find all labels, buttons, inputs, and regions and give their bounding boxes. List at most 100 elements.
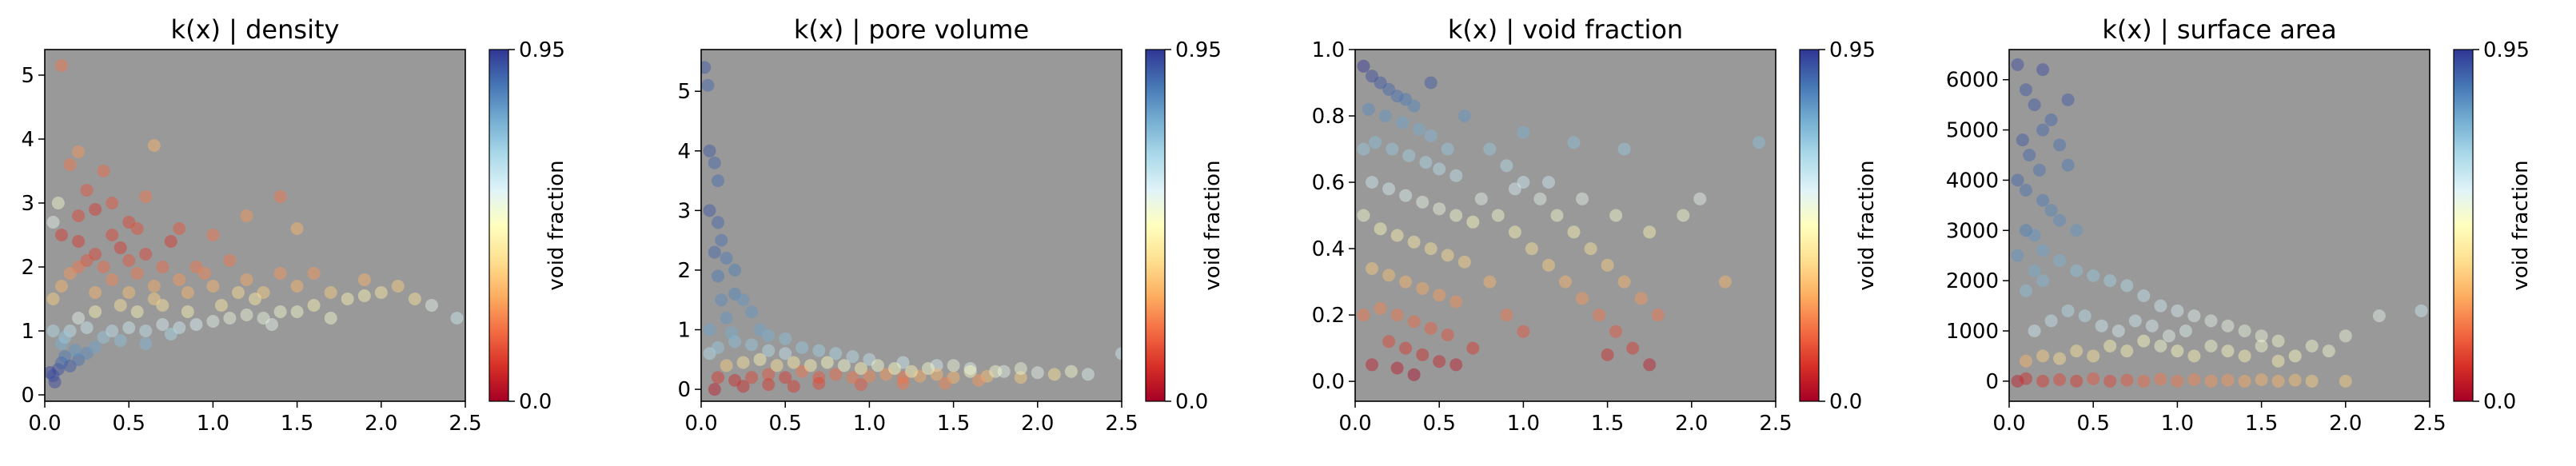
data-point	[97, 331, 110, 344]
data-point	[712, 341, 724, 354]
y-tick-label: 1	[677, 319, 691, 343]
scatter-panel-4: k(x) | surface area 0.0 0.5 1.0 1.5 2.0 2.5 0 10…	[1946, 14, 2533, 436]
data-point	[1559, 275, 1572, 289]
data-point	[779, 347, 792, 360]
data-point	[72, 145, 86, 158]
data-point	[1483, 275, 1497, 289]
data-point	[1542, 176, 1555, 189]
data-point	[1424, 129, 1438, 142]
data-point	[787, 380, 800, 393]
data-point	[871, 359, 884, 372]
data-point	[63, 267, 77, 280]
data-point	[1424, 76, 1438, 90]
data-point	[989, 364, 1003, 378]
data-point	[720, 359, 733, 372]
data-point	[206, 315, 220, 328]
data-point	[89, 286, 102, 299]
data-point	[2128, 314, 2142, 328]
data-point	[2078, 309, 2092, 323]
data-point	[2036, 274, 2050, 288]
data-point	[1491, 209, 1505, 222]
points-layer	[2011, 58, 2428, 388]
data-point	[829, 368, 843, 381]
panel-title: k(x) | surface area	[2102, 14, 2336, 45]
data-point	[2162, 329, 2175, 343]
data-point	[1433, 355, 1446, 368]
data-point	[762, 378, 776, 392]
data-point	[2036, 349, 2050, 363]
data-point	[2103, 339, 2117, 352]
data-point	[45, 366, 57, 379]
data-point	[1517, 125, 1530, 139]
data-point	[1517, 325, 1530, 338]
data-point	[2305, 339, 2319, 352]
data-point	[2187, 349, 2201, 363]
data-point	[1424, 321, 1438, 335]
y-tick-label: 3000	[1946, 219, 1999, 243]
colorbar-tick-label: 0.95	[1175, 38, 1222, 62]
data-point	[1374, 222, 1387, 236]
scatter-panel-1: k(x) | density 0.0 0.5 1.0 1.5 2.0 2.5 0 1 2 3 4 5 0.…	[21, 14, 568, 436]
data-point	[1424, 242, 1438, 256]
data-point	[1374, 76, 1387, 90]
data-point	[374, 286, 388, 299]
plot-frame	[700, 49, 1123, 402]
data-point	[1457, 255, 1471, 269]
data-point	[2103, 374, 2117, 388]
data-point	[2036, 244, 2050, 257]
data-point	[46, 216, 60, 229]
data-point	[164, 235, 177, 248]
data-point	[1390, 90, 1404, 103]
data-point	[1457, 110, 1471, 122]
data-point	[1014, 371, 1027, 384]
data-point	[2137, 289, 2151, 302]
data-point	[930, 359, 943, 372]
data-point	[2036, 63, 2050, 77]
data-point	[1576, 192, 1589, 205]
data-point	[2036, 123, 2050, 137]
data-point	[2305, 374, 2319, 388]
data-point	[89, 248, 102, 261]
data-point	[173, 222, 186, 235]
data-point	[324, 312, 337, 325]
plot-area	[2009, 50, 2430, 401]
data-point	[1014, 362, 1027, 375]
data-point	[1399, 93, 1413, 106]
data-point	[173, 273, 186, 286]
data-point	[2053, 373, 2067, 386]
colorbar-tick-label: 0.95	[2483, 38, 2530, 62]
x-tick-label: 1.5	[937, 412, 970, 436]
data-point	[1357, 209, 1370, 222]
data-point	[2087, 269, 2100, 282]
data-point	[58, 350, 72, 363]
data-point	[2154, 299, 2167, 313]
data-point	[408, 293, 421, 305]
y-tick-label: 1000	[1946, 320, 1999, 344]
data-point	[1634, 292, 1648, 305]
data-point	[1643, 225, 1657, 239]
data-point	[913, 369, 927, 383]
data-point	[896, 371, 910, 384]
data-point	[164, 328, 177, 341]
data-point	[139, 248, 153, 261]
data-point	[2120, 373, 2134, 387]
data-point	[189, 318, 203, 331]
data-point	[249, 293, 261, 305]
data-point	[1402, 149, 1416, 162]
data-point	[223, 312, 237, 325]
data-point	[425, 299, 438, 312]
data-point	[2053, 138, 2067, 152]
data-point	[265, 318, 278, 331]
data-point	[2011, 249, 2024, 262]
y-tick-label: 4	[21, 128, 34, 152]
data-point	[980, 369, 994, 383]
y-tick-label: 0.8	[1312, 105, 1345, 129]
data-point	[2288, 373, 2302, 387]
data-point	[1433, 289, 1446, 302]
data-point	[1390, 361, 1404, 375]
data-point	[122, 254, 136, 267]
data-point	[2011, 374, 2024, 388]
data-point	[1382, 269, 1396, 282]
y-tick-label: 1.0	[1312, 38, 1345, 62]
